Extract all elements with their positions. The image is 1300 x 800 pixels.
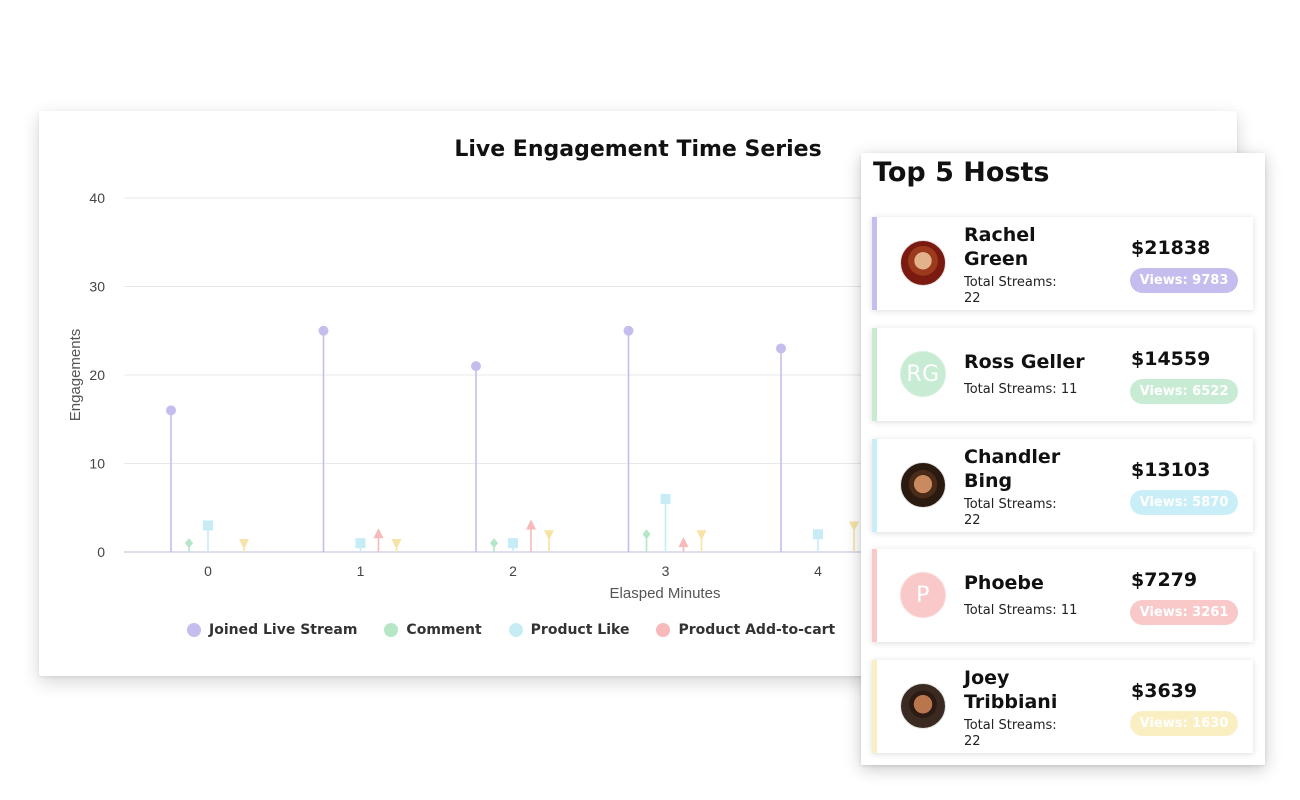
host-views-badge: Views: 3261 bbox=[1130, 600, 1238, 625]
data-point bbox=[678, 537, 689, 548]
host-card-joey-tribbiani[interactable]: Joey Tribbiani Total Streams: 22 $3639 V… bbox=[872, 660, 1253, 753]
avatar-initials: RG bbox=[906, 361, 940, 387]
data-point bbox=[318, 325, 329, 336]
host-views-badge: Views: 5870 bbox=[1130, 490, 1238, 515]
host-name: Ross Geller bbox=[964, 351, 1085, 373]
y-tick-label: 30 bbox=[89, 279, 105, 295]
x-tick-label: 4 bbox=[814, 563, 822, 579]
legend-label: Comment bbox=[406, 622, 482, 638]
hosts-title: Top 5 Hosts bbox=[873, 157, 1050, 188]
host-streams: Total Streams: 11 bbox=[964, 382, 1078, 397]
host-name: Chandler Bing bbox=[964, 446, 1061, 492]
data-point bbox=[544, 530, 554, 541]
data-point bbox=[813, 529, 823, 540]
host-views-badge: Views: 9783 bbox=[1130, 268, 1238, 293]
host-streams: Total Streams: 11 bbox=[964, 603, 1078, 618]
legend-marker bbox=[384, 623, 399, 637]
legend-item[interactable]: Product Add-to-cart bbox=[656, 622, 835, 638]
legend-label: Product Like bbox=[530, 622, 630, 638]
y-axis-label: Engagements bbox=[67, 329, 84, 422]
x-tick-label: 1 bbox=[357, 563, 365, 579]
data-point bbox=[391, 539, 402, 550]
data-point bbox=[642, 529, 651, 540]
y-tick-label: 40 bbox=[89, 190, 105, 206]
host-name: Joey Tribbiani bbox=[964, 667, 1058, 713]
host-streams: Total Streams: 22 bbox=[964, 275, 1057, 306]
host-card-rachel-green[interactable]: Rachel Green Total Streams: 22 $21838 Vi… bbox=[872, 217, 1253, 310]
data-point bbox=[526, 519, 536, 530]
chart-title: Live Engagement Time Series bbox=[454, 137, 822, 162]
data-point bbox=[623, 325, 634, 336]
host-revenue: $3639 bbox=[1131, 680, 1198, 702]
host-views-badge: Views: 6522 bbox=[1130, 379, 1238, 404]
data-point bbox=[490, 538, 498, 549]
data-point bbox=[471, 361, 481, 372]
host-card-ross-geller[interactable]: RG Ross Geller Total Streams: 11 $14559 … bbox=[872, 328, 1253, 421]
host-avatar-photo bbox=[900, 240, 946, 286]
x-tick-label: 2 bbox=[509, 563, 517, 579]
data-point bbox=[373, 528, 384, 539]
y-tick-label: 10 bbox=[89, 456, 105, 472]
y-tick-label: 20 bbox=[89, 367, 105, 383]
host-avatar-initials: RG bbox=[900, 351, 946, 397]
host-streams: Total Streams: 22 bbox=[964, 497, 1057, 528]
legend-label: Product Add-to-cart bbox=[678, 622, 836, 638]
avatar-initials: P bbox=[916, 582, 930, 608]
host-revenue: $14559 bbox=[1131, 348, 1211, 370]
host-streams: Total Streams: 22 bbox=[964, 718, 1057, 749]
legend-marker bbox=[508, 623, 523, 637]
legend-label: Joined Live Stream bbox=[209, 622, 358, 638]
data-point bbox=[355, 538, 366, 549]
legend-item[interactable]: Joined Live Stream bbox=[187, 622, 357, 638]
data-point bbox=[185, 538, 193, 549]
top-hosts-panel: Top 5 Hosts Rachel Green Total Streams: … bbox=[861, 153, 1265, 765]
chart-legend: Joined Live Stream Comment Product Like Pro… bbox=[187, 622, 877, 638]
host-avatar-photo bbox=[900, 683, 946, 729]
data-point bbox=[166, 405, 176, 416]
data-point bbox=[696, 530, 707, 541]
data-point bbox=[203, 520, 213, 531]
x-tick-label: 3 bbox=[662, 563, 670, 579]
legend-marker bbox=[656, 623, 671, 637]
host-revenue: $7279 bbox=[1131, 569, 1198, 591]
host-revenue: $21838 bbox=[1131, 237, 1211, 259]
host-name: Rachel Green bbox=[964, 224, 1036, 270]
data-point bbox=[660, 493, 671, 504]
y-tick-label: 0 bbox=[97, 544, 105, 560]
data-point bbox=[776, 343, 786, 354]
host-card-phoebe[interactable]: P Phoebe Total Streams: 11 $7279 Views: … bbox=[872, 549, 1253, 642]
x-axis-label: Elasped Minutes bbox=[610, 585, 721, 602]
data-point bbox=[508, 538, 518, 549]
host-views-badge: Views: 1630 bbox=[1130, 711, 1238, 736]
data-point bbox=[849, 521, 859, 532]
legend-item[interactable]: Product Like bbox=[508, 622, 630, 638]
data-point bbox=[239, 539, 249, 550]
x-tick-label: 0 bbox=[204, 563, 212, 579]
host-revenue: $13103 bbox=[1131, 459, 1211, 481]
legend-marker bbox=[187, 623, 201, 637]
host-avatar-initials: P bbox=[900, 572, 946, 618]
host-card-chandler-bing[interactable]: Chandler Bing Total Streams: 22 $13103 V… bbox=[872, 439, 1253, 532]
host-avatar-photo bbox=[900, 462, 946, 508]
host-name: Phoebe bbox=[964, 572, 1044, 594]
legend-item[interactable]: Comment bbox=[384, 622, 482, 638]
